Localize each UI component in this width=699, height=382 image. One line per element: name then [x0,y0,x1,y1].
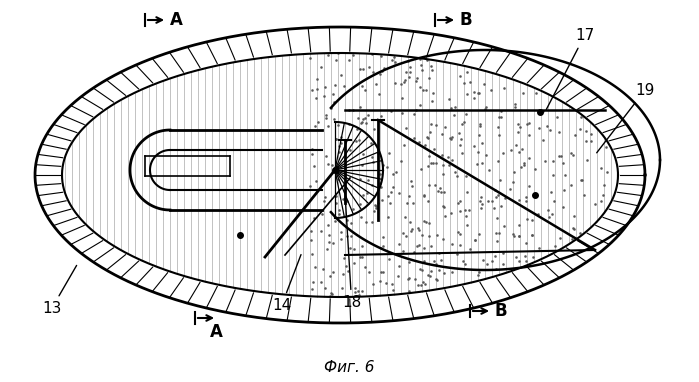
Text: B: B [460,11,473,29]
Text: 14: 14 [272,254,301,313]
Text: Фиг. 6: Фиг. 6 [324,361,375,376]
Text: A: A [170,11,183,29]
Text: 18: 18 [342,196,361,310]
Text: 19: 19 [597,83,654,153]
Text: B: B [495,302,507,320]
Text: 17: 17 [547,28,594,110]
Text: 13: 13 [42,265,77,316]
Text: A: A [210,323,223,341]
